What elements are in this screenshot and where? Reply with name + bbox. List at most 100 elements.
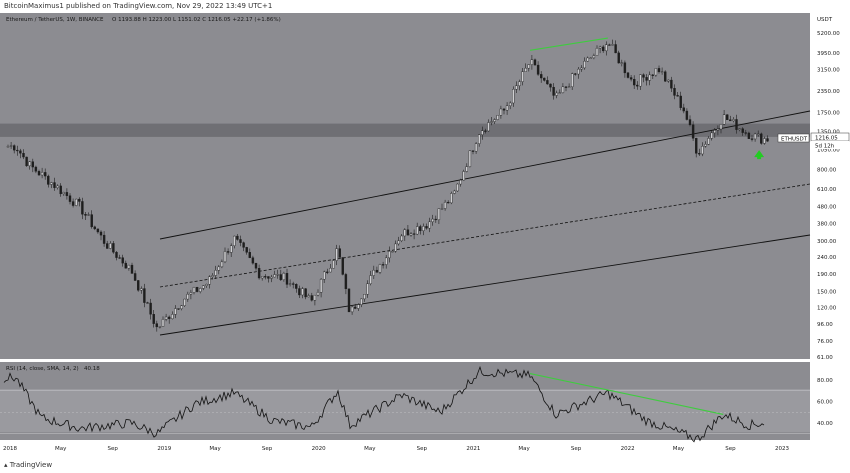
candle-body bbox=[102, 234, 106, 244]
candle-body bbox=[140, 288, 143, 291]
rsi-tick-label: 40.00 bbox=[817, 421, 833, 427]
price-axis-ticks: 5200.00 3950.00 3150.00 2350.00 1750.00 1350.… bbox=[817, 31, 840, 361]
candle-body bbox=[667, 79, 670, 82]
candle-body bbox=[279, 274, 282, 280]
candle-body bbox=[434, 218, 437, 221]
candle-body bbox=[474, 143, 478, 152]
price-tick-label: 150.00 bbox=[817, 289, 837, 295]
candle-body bbox=[732, 119, 735, 122]
price-tick-label: 300.00 bbox=[817, 239, 837, 245]
candle-body bbox=[676, 95, 679, 97]
time-tick-label: 2019 bbox=[157, 446, 171, 452]
candle-body bbox=[146, 302, 149, 304]
candle-body bbox=[567, 86, 571, 88]
candle-body bbox=[93, 226, 97, 230]
candle-body bbox=[735, 119, 738, 130]
candle-body bbox=[558, 92, 561, 94]
candle-body bbox=[37, 171, 41, 176]
candle-body bbox=[307, 295, 310, 298]
candle-body bbox=[388, 251, 391, 259]
candle-body bbox=[22, 153, 25, 158]
time-tick-label: 2022 bbox=[621, 446, 635, 452]
candle-body bbox=[161, 319, 165, 327]
candle-body bbox=[695, 138, 698, 154]
candle-body bbox=[44, 172, 47, 177]
candle-body bbox=[133, 273, 137, 281]
candle-body bbox=[338, 248, 341, 258]
candle-body bbox=[360, 298, 363, 305]
candle-body bbox=[223, 251, 227, 263]
candle-body bbox=[741, 128, 744, 133]
candle-body bbox=[319, 279, 323, 293]
candle-body bbox=[332, 260, 335, 269]
candle-body bbox=[409, 233, 413, 236]
candle-body bbox=[288, 283, 292, 285]
chart-canvas[interactable]: Ethereum / TetherUS, 1W, BINANCE O 1193.… bbox=[0, 13, 850, 457]
candle-body bbox=[688, 119, 692, 126]
candle-body bbox=[577, 68, 580, 75]
price-tick-label: 120.00 bbox=[817, 306, 837, 312]
axis-unit: USDT bbox=[817, 17, 833, 23]
candle-body bbox=[261, 276, 264, 279]
candle-body bbox=[78, 198, 81, 202]
candle-body bbox=[186, 294, 190, 300]
candle-body bbox=[335, 248, 338, 261]
candle-body bbox=[729, 119, 732, 122]
candle-body bbox=[50, 182, 53, 185]
candle-body bbox=[295, 284, 298, 289]
price-divergence-line bbox=[529, 37, 608, 51]
candle-body bbox=[239, 239, 242, 243]
candle-body bbox=[605, 44, 608, 52]
ohlc-readout: O 1193.88 H 1223.00 L 1151.02 C 1216.05 … bbox=[112, 17, 281, 23]
price-axis-background bbox=[810, 13, 850, 441]
candle-body bbox=[431, 218, 434, 223]
candle-body bbox=[654, 68, 658, 76]
candle-body bbox=[6, 146, 10, 148]
candle-body bbox=[233, 235, 236, 246]
candle-body bbox=[673, 88, 676, 96]
candle-body bbox=[155, 323, 159, 328]
candle-body bbox=[350, 306, 354, 313]
candle-body bbox=[499, 108, 503, 116]
candle-body bbox=[639, 74, 642, 87]
candle-body bbox=[357, 304, 360, 309]
brand-label: TradingView bbox=[9, 461, 53, 469]
candle-body bbox=[270, 276, 273, 279]
candle-body bbox=[65, 192, 69, 196]
price-tick-label: 1750.00 bbox=[817, 110, 840, 116]
candle-body bbox=[505, 105, 509, 111]
candle-body bbox=[9, 145, 13, 147]
candle-body bbox=[521, 71, 524, 82]
candle-body bbox=[456, 183, 459, 192]
time-tick-label: Sep bbox=[108, 446, 119, 452]
time-axis-background bbox=[0, 440, 850, 457]
candle-body bbox=[509, 102, 512, 106]
candle-body bbox=[316, 292, 320, 296]
candle-body bbox=[34, 166, 38, 172]
candle-body bbox=[257, 268, 261, 279]
candle-body bbox=[171, 314, 174, 319]
candle-body bbox=[586, 57, 589, 62]
candle-body bbox=[487, 122, 490, 132]
candle-body bbox=[704, 144, 707, 147]
candle-body bbox=[763, 138, 766, 144]
candle-body bbox=[292, 283, 295, 285]
candle-body bbox=[329, 267, 332, 273]
candle-body bbox=[471, 150, 475, 152]
time-tick-label: 2021 bbox=[466, 446, 480, 452]
candle-body bbox=[552, 86, 555, 96]
candle-body bbox=[633, 78, 636, 86]
candle-body bbox=[530, 59, 534, 65]
candle-body bbox=[400, 235, 403, 242]
candle-body bbox=[248, 252, 252, 258]
candle-body bbox=[347, 288, 351, 313]
candle-body bbox=[391, 251, 394, 253]
candle-body bbox=[74, 198, 78, 206]
candle-body bbox=[16, 149, 19, 152]
candle-body bbox=[385, 257, 388, 265]
price-tick-label: 610.00 bbox=[817, 187, 837, 193]
candle-body bbox=[341, 257, 344, 275]
candle-body bbox=[453, 190, 456, 194]
price-tick-label: 3150.00 bbox=[817, 68, 840, 74]
ticker-tag-label: ETHUSDT bbox=[781, 137, 808, 143]
